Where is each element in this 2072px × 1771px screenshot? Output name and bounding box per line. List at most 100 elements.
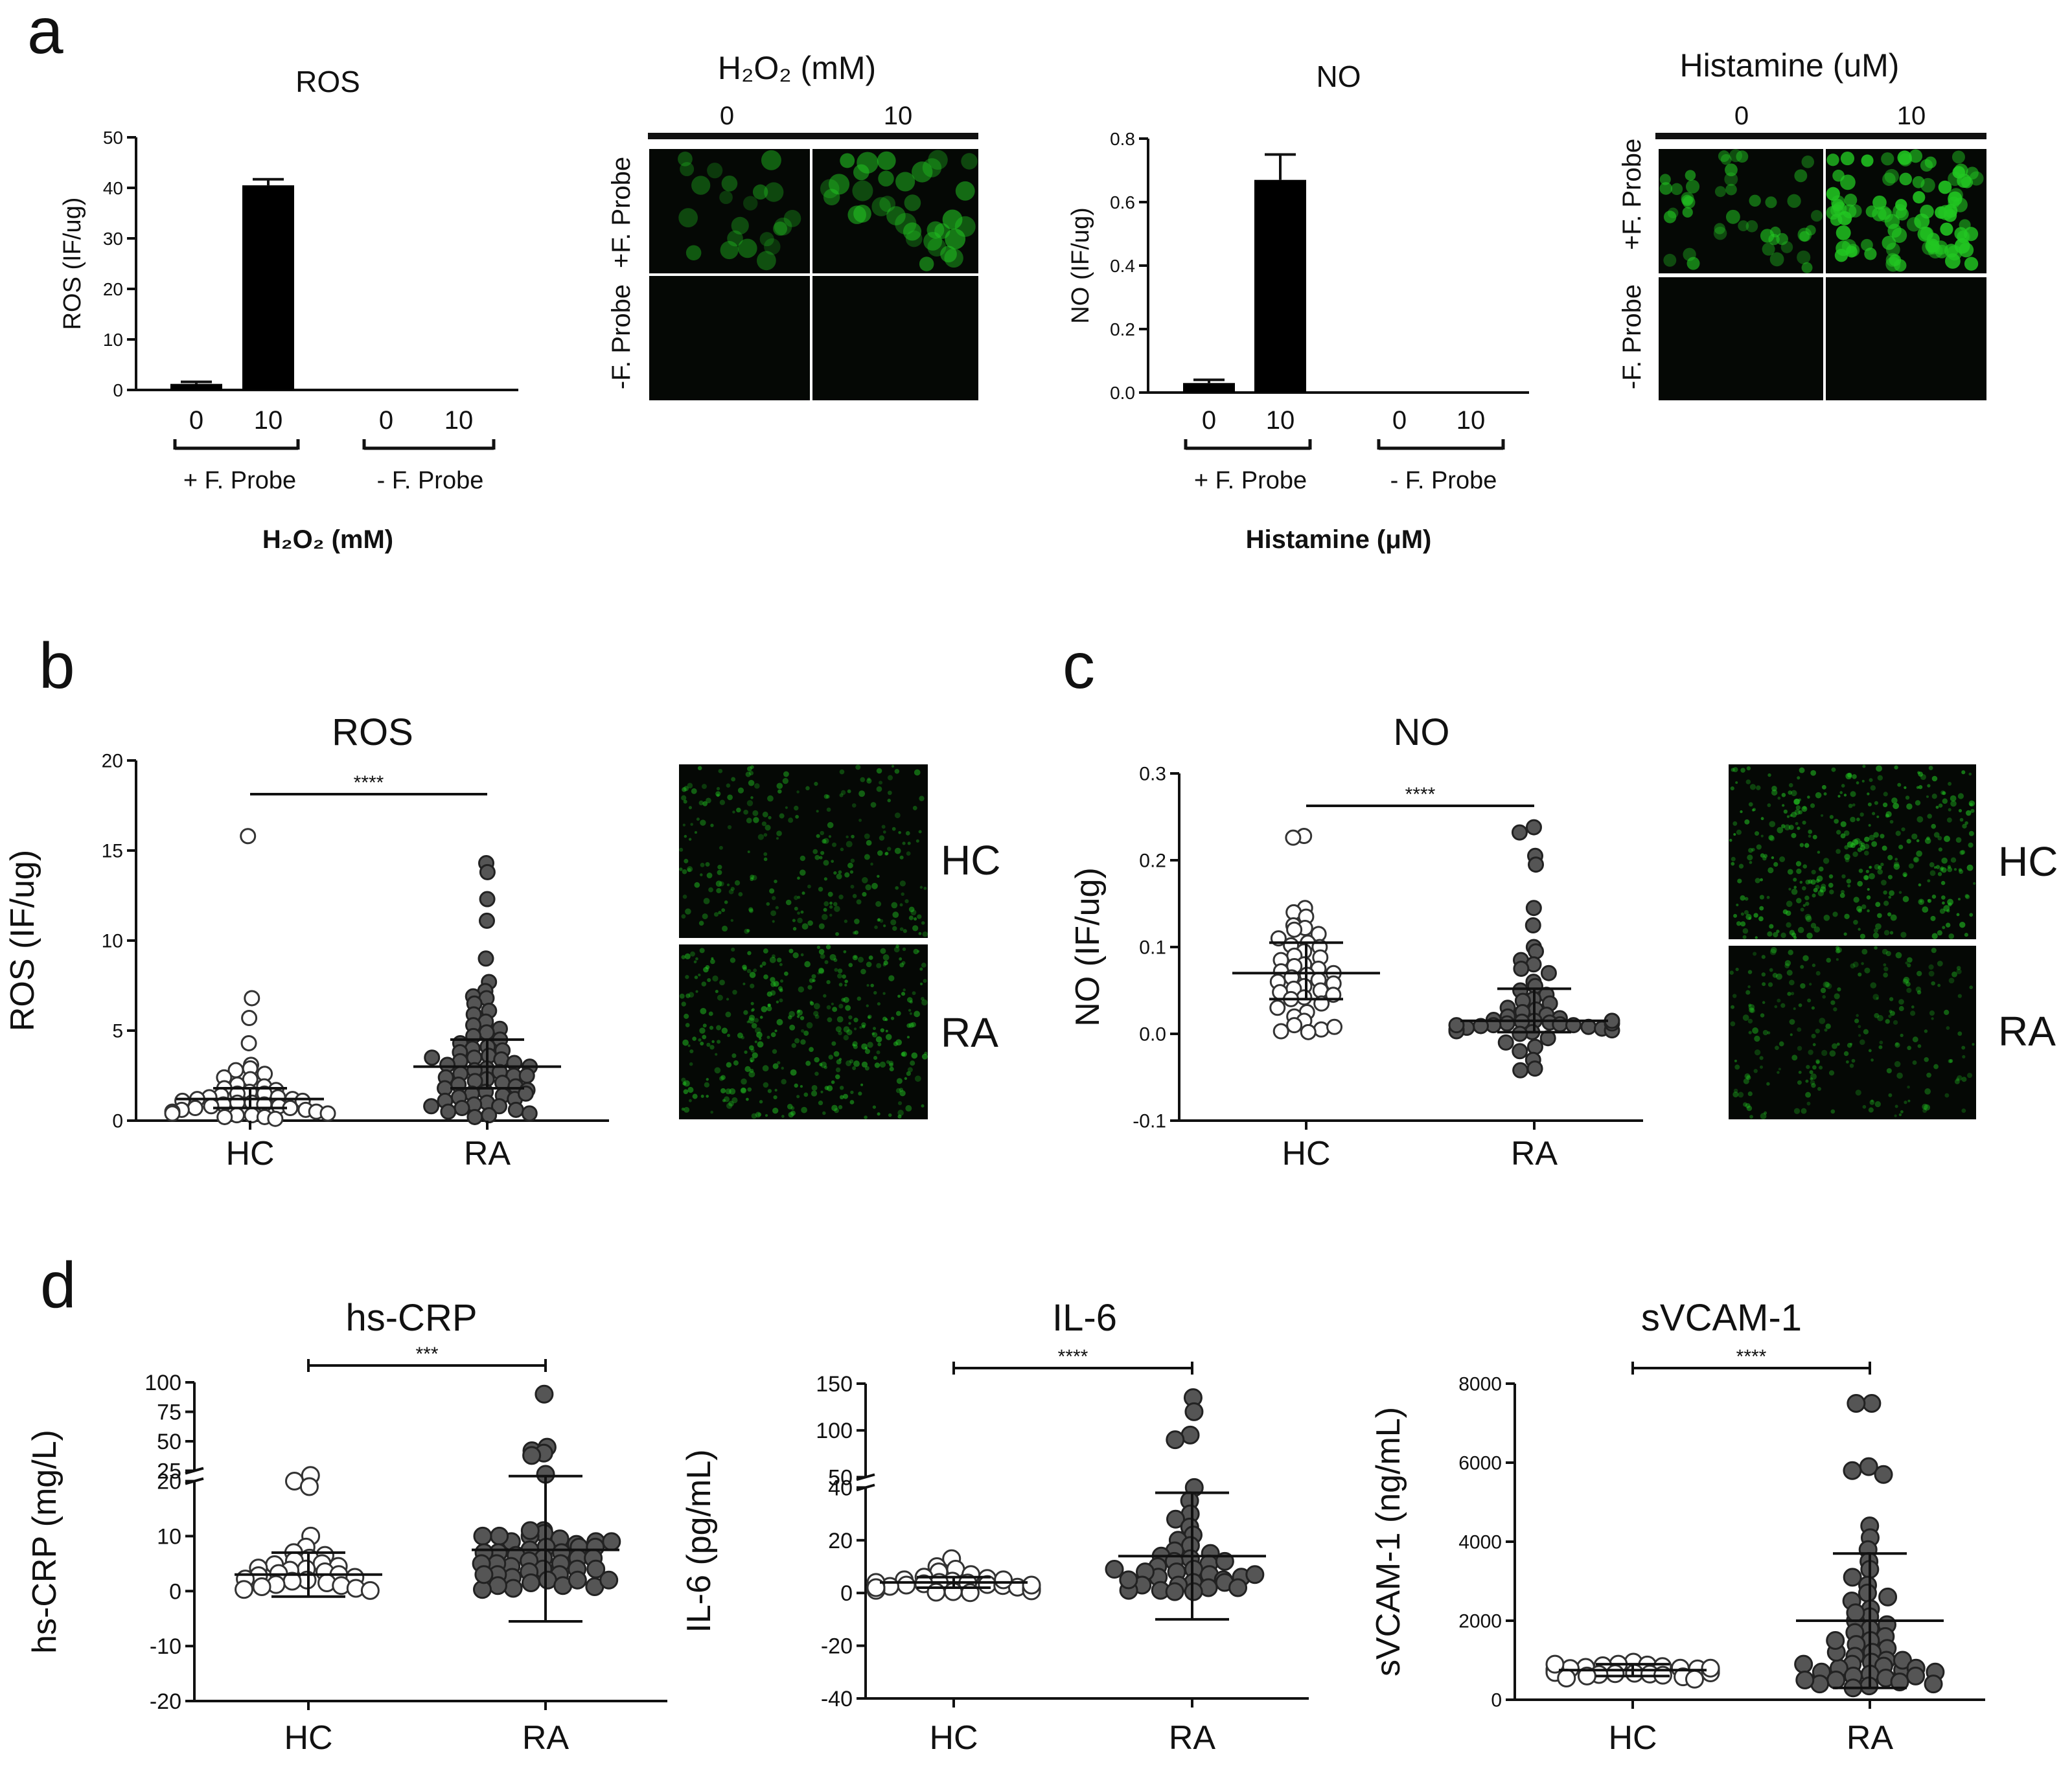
micrograph-no-hc-cell [1729,838,1732,842]
micrograph-no-ra-cell [1767,982,1773,987]
b-ros-y-tick-label: 10 [102,931,123,952]
micrograph-no-ra-cell [1922,1103,1928,1110]
micrograph-ros-hc-cell [767,795,774,802]
micrograph-no-ra-cell [1946,1026,1950,1030]
micrograph-no-hc-cell [1744,897,1749,901]
micrograph-no-hc-cell [1943,905,1950,912]
micrograph-no-hc-cell [1902,896,1909,902]
micrograph-no-ra-cell [1859,1039,1865,1045]
micrograph-ros-hc-cell [877,918,881,922]
micrograph-ros-ra-cell [709,1025,714,1030]
micrograph-ros-ra-cell [873,990,877,995]
micrograph-no-hc-cell [1933,832,1940,838]
micrograph-no-ra-cell [1907,963,1911,968]
micrograph-no-hc-cell [1791,812,1797,818]
micrograph-ros-ra-cell [773,1095,777,1100]
micrograph-ros-ra-cell [914,1011,921,1018]
micrograph-no-hc-cell [1745,913,1752,920]
micrograph-no-ra-cell [1743,1102,1747,1107]
micrograph-ros-hc-cell [886,847,892,851]
micrograph-ros-ra-cell [727,1033,731,1038]
micrograph-no-ra-cell [1951,971,1957,977]
micrograph-ros-ra-cell [853,955,857,959]
micrograph-ros-ra-cell [777,957,782,963]
micrograph-ros-ra-cell [777,1061,781,1065]
micrograph-ros-ra-cell [844,983,847,987]
d-svcam-y-tick-label: 8000 [1458,1374,1502,1395]
micrograph-ros-ra-cell [852,1044,855,1047]
micrograph-no-ra-cell [1811,1082,1816,1088]
micrograph-no-ra-cell [1825,1023,1831,1029]
micrograph-h2o2-plus-0-cell [719,190,733,205]
panel-label-a: a [27,0,63,67]
micrograph-ros-hc-cell [683,799,687,804]
micrograph-ros-ra-cell [681,1107,685,1111]
micrograph-no-hc-cell [1805,902,1810,906]
micrograph-h2o2-plus-0-cell [774,217,792,236]
micrograph-histamine-plus-0-cell [1787,194,1801,208]
micrograph-ros-ra-cell [753,968,757,972]
micrograph-ros-ra-cell [823,994,827,998]
micrograph-ros-ra-cell [701,981,707,987]
micrograph-no-hc-cell [1829,815,1834,819]
d-il6-point-hc [978,1575,997,1594]
micrograph-no-hc-cell [1799,767,1805,773]
micrograph-h2o2-plus-10-cell [919,257,934,271]
micrograph-ros-ra-cell [743,1010,748,1015]
b-ros-point-hc [240,828,257,845]
micrograph-ros-hc-cell [849,870,854,874]
d-svcam-x-tick-label: RA [1847,1719,1894,1757]
d-crp-y-tick-label: 10 [157,1524,181,1549]
micrograph-no-hc-cell [1801,806,1808,812]
micrograph-h2o2-plus-0-background [649,149,810,273]
micrograph-ros-ra-cell [741,1088,746,1093]
micrograph-ros-ra-cell [871,1032,875,1036]
d-il6-point-hc [994,1570,1013,1590]
b-ros-point-ra [478,912,495,929]
micrograph-no-ra-cell [1836,1042,1840,1046]
micrograph-no-hc-cell [1861,904,1867,909]
micrograph-ros-ra-cell [719,979,725,986]
micrograph-ros-hc-cell [910,909,917,916]
micrograph-no-ra-cell [1762,982,1766,987]
micrograph-no-hc-cell [1799,843,1804,847]
c-no-significance-label: **** [1405,784,1436,805]
micrograph-ros-hc-cell [701,784,707,790]
micrograph-h2o2-minus-10-background [812,276,978,400]
micrograph-histamine-plus-0-cell [1762,242,1775,256]
micrograph-ros-hc-cell [879,835,885,841]
micrograph-ros-hc-cell [687,783,693,789]
micrograph-ros-ra-cell [788,1112,794,1118]
micrograph-no-hc-cell [1962,823,1967,829]
micrograph-no-ra-cell [1786,970,1793,976]
a-ros-y-tick-label: 40 [103,178,123,198]
micrograph-no-hc-cell [1848,803,1853,808]
micrograph-no-ra-cell [1784,960,1791,966]
micrograph-ros-hc-cell [694,882,700,888]
micrograph-ros-ra-cell [681,1077,686,1082]
micrograph-no-ra-cell [1910,1011,1916,1016]
c-no-point-hc [1286,1017,1303,1034]
micrograph-ros-ra-cell [761,1006,768,1012]
micrograph-no-hc-cell [1858,868,1863,873]
micrograph-ros-hc-cell [894,847,901,854]
micrograph-no-hc-cell [1788,790,1793,795]
micrograph-ros-hc-cell [682,787,687,792]
micrograph-no-ra-cell [1791,992,1795,996]
micrograph-ros-ra-cell [866,1004,869,1007]
micrograph-no-hc-cell [1940,867,1947,873]
d-svcam-point-ra [1826,1671,1846,1689]
micrograph-ros-ra-cell [702,1034,707,1040]
micrograph-ros-hc-cell [860,777,866,783]
micrograph-no-ra-cell [1742,1014,1749,1021]
micrograph-histamine-plus-10-cell [1898,153,1913,166]
micrograph-histamine-plus-10-cell [1946,245,1963,261]
micrograph-no-hc-cell [1959,817,1964,822]
micrograph-no-hc-cell [1847,841,1854,848]
micrograph-no-ra-cell [1850,1042,1853,1045]
micrograph-no-hc-cell [1759,906,1764,911]
micrograph-ros-ra-cell [748,1017,755,1024]
micrograph-ros-hc-cell [702,801,708,806]
micrograph-no-hc-cell [1900,931,1907,938]
